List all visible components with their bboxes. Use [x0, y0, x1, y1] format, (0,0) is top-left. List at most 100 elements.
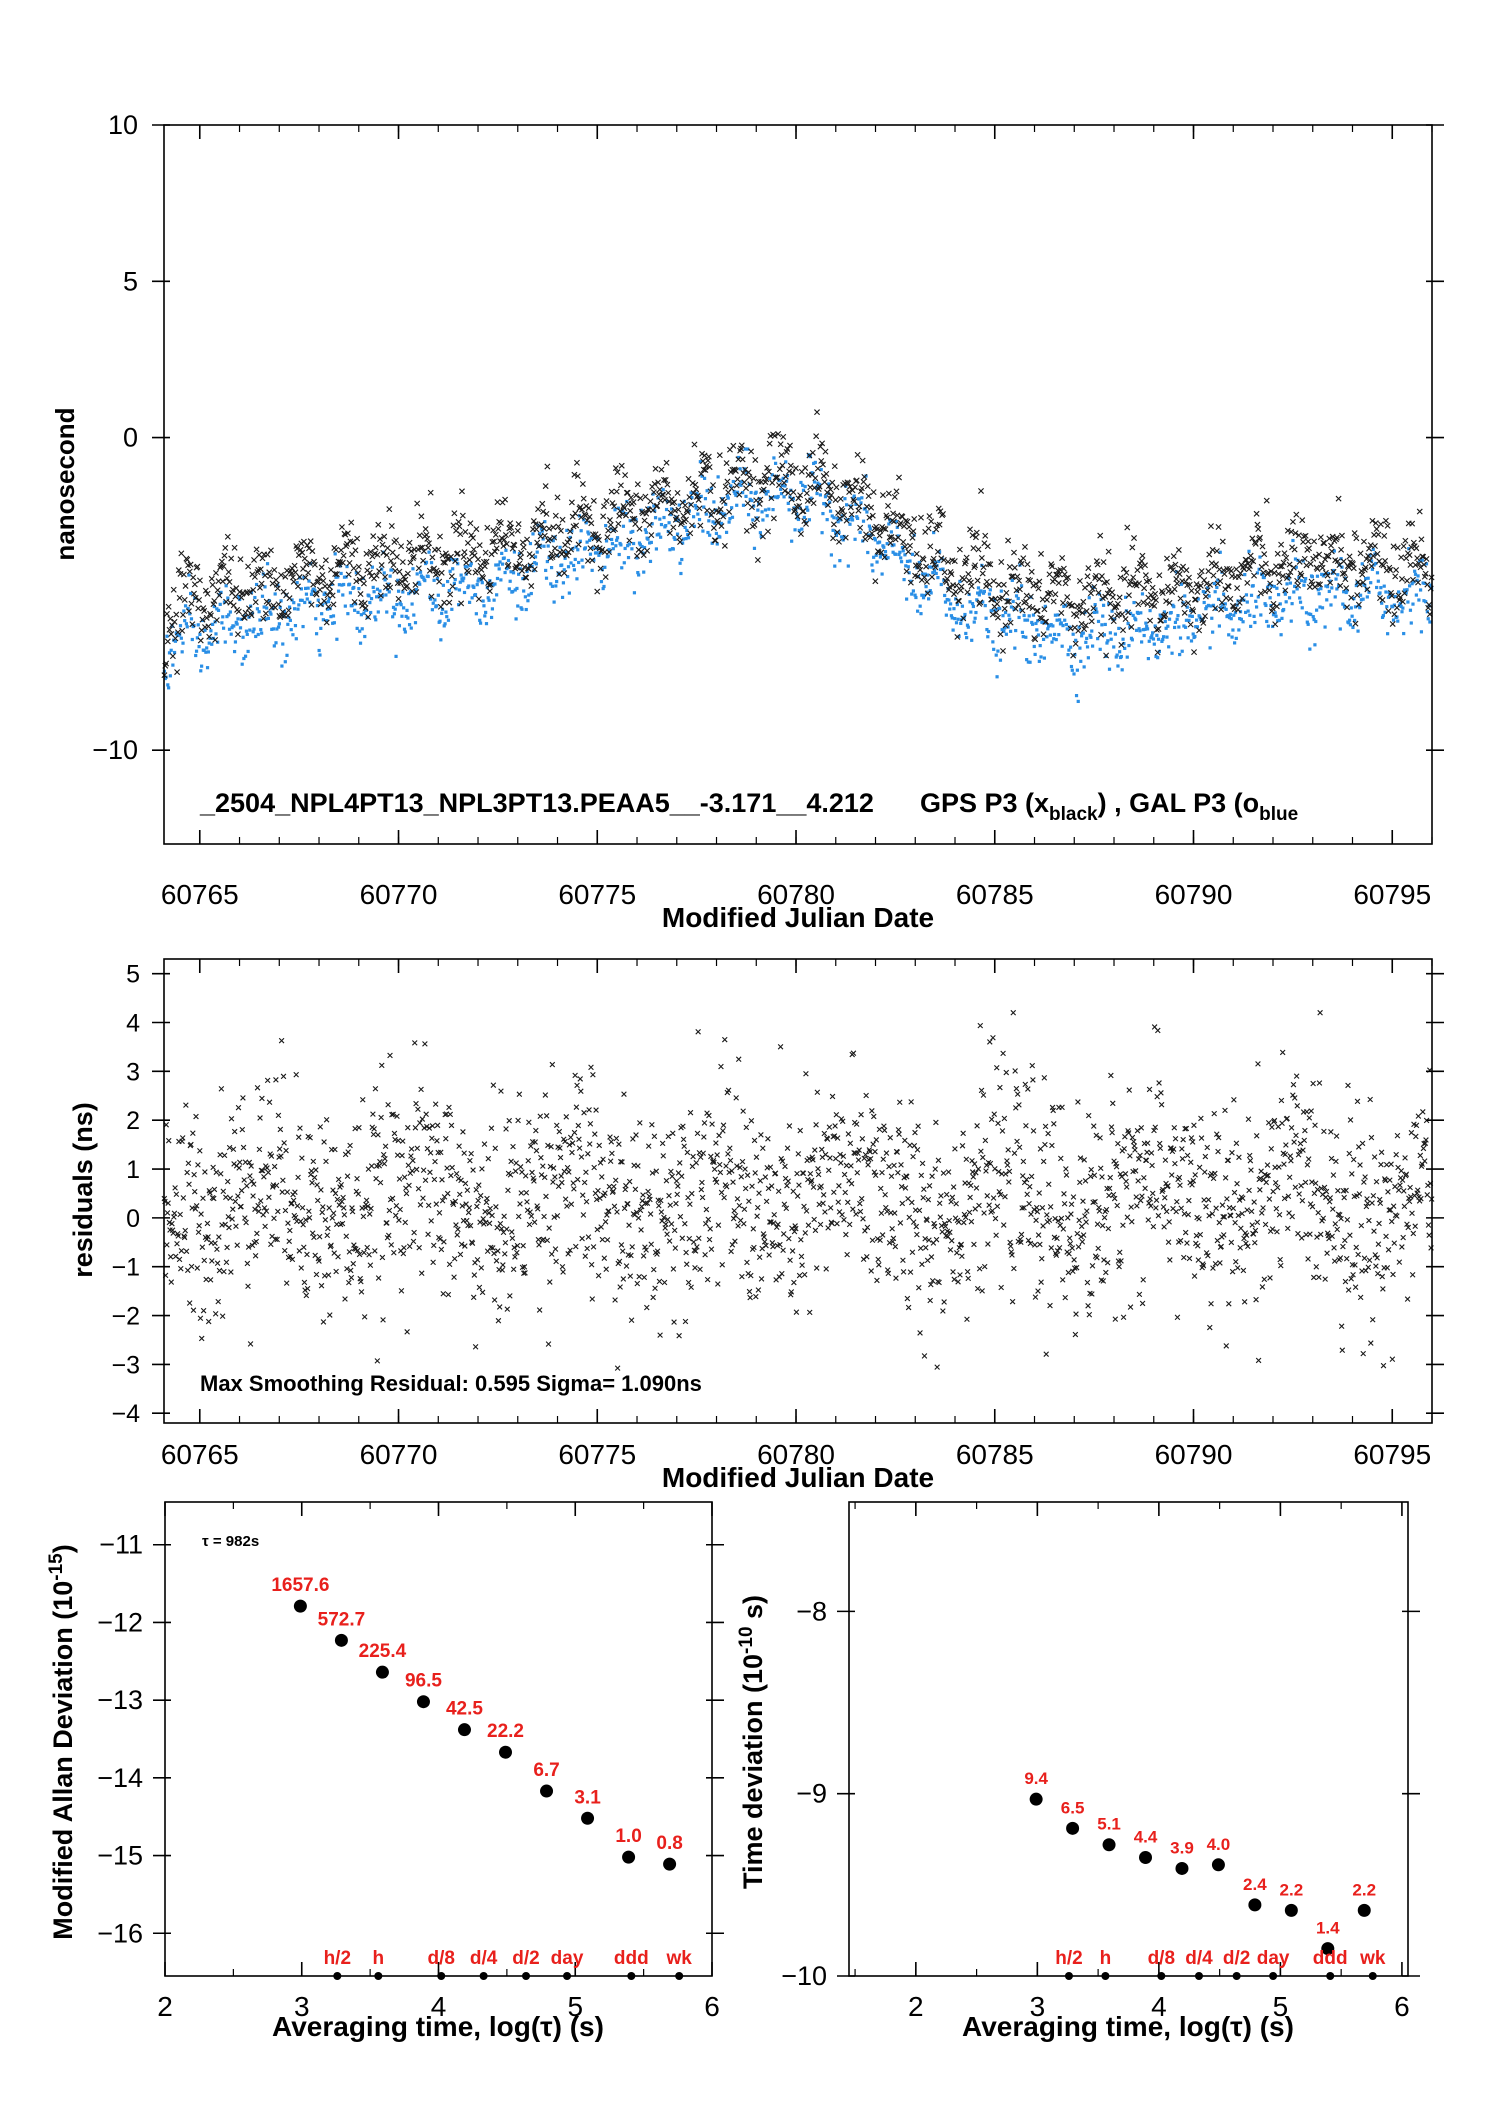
gps-point: [1162, 611, 1169, 618]
residual-point: [173, 1191, 180, 1198]
gal-point: [320, 612, 324, 616]
gal-point: [854, 502, 858, 507]
gal-point: [453, 577, 457, 582]
gps-point: [853, 477, 860, 484]
gal-point: [589, 536, 593, 541]
gps-point: [1330, 568, 1337, 575]
residual-point: [1016, 1144, 1023, 1151]
gps-point: [858, 485, 865, 492]
residual-point: [907, 1142, 913, 1148]
gal-point: [1395, 615, 1399, 619]
residual-point: [951, 1276, 958, 1283]
residual-point: [391, 1130, 398, 1137]
gal-point: [1415, 578, 1419, 582]
gps-point: [1046, 571, 1053, 578]
residual-point: [321, 1139, 327, 1145]
gal-point: [568, 535, 572, 540]
gps-point: [1398, 554, 1405, 561]
gps-point: [1210, 572, 1217, 579]
residual-point: [1149, 1162, 1155, 1169]
gal-point: [750, 498, 754, 503]
residual-point: [367, 1262, 374, 1268]
gal-point: [315, 604, 320, 608]
gal-point: [350, 604, 354, 608]
gal-point: [279, 599, 283, 603]
gps-point: [382, 573, 389, 580]
gps-point: [1402, 537, 1409, 544]
residual-point: [1103, 1269, 1109, 1276]
residual-point: [493, 1204, 499, 1210]
gal-point: [1309, 612, 1313, 617]
residual-point: [527, 1143, 534, 1149]
gal-point: [849, 504, 853, 508]
gps-point: [299, 549, 306, 556]
residual-point: [188, 1141, 194, 1148]
gal-point: [1123, 595, 1128, 599]
gal-point: [169, 648, 173, 652]
residual-point: [1120, 1222, 1126, 1229]
residual-point: [942, 1223, 949, 1230]
gps-point: [956, 546, 963, 553]
gps-point: [481, 563, 488, 570]
gal-point: [607, 547, 611, 552]
gps-point: [1273, 603, 1280, 610]
residual-point: [973, 1185, 980, 1191]
gal-point: [1404, 591, 1408, 595]
residual-point: [295, 1174, 301, 1181]
gal-point: [410, 602, 414, 606]
gps-point: [413, 589, 420, 596]
gps-point: [569, 513, 576, 520]
residual-point: [324, 1232, 331, 1239]
gps-point: [264, 551, 271, 558]
gal-point: [1009, 605, 1014, 609]
residual-point: [557, 1145, 563, 1151]
residual-point: [578, 1088, 584, 1095]
residual-point: [1006, 1179, 1012, 1185]
residual-point: [924, 1217, 930, 1224]
gal-point: [517, 572, 521, 576]
gal-point: [447, 588, 451, 593]
top-ticks: 60765 60770 60775 60780 60785 60790 607951050−…: [92, 110, 1444, 910]
residual-point: [712, 1176, 719, 1183]
residual-point: [765, 1185, 772, 1192]
residual-point: [386, 1207, 393, 1214]
gal-point: [262, 605, 266, 609]
residual-point: [356, 1124, 362, 1131]
gps-point: [206, 633, 213, 640]
gal-point: [467, 600, 472, 604]
gal-point: [929, 591, 933, 595]
gps-point: [780, 433, 787, 440]
gps-point: [1276, 579, 1283, 586]
residual-point: [702, 1251, 708, 1258]
gal-point: [712, 500, 716, 504]
gal-point: [1420, 558, 1424, 562]
residual-point: [657, 1197, 664, 1204]
gal-point: [1003, 610, 1008, 615]
gal-point: [1094, 607, 1098, 611]
gps-point: [648, 532, 655, 539]
gps-point: [611, 526, 618, 533]
residual-point: [1190, 1178, 1197, 1184]
gps-point: [968, 583, 975, 590]
residual-point: [650, 1294, 656, 1301]
gal-point: [1067, 648, 1071, 652]
residual-point: [1236, 1154, 1242, 1161]
gal-point: [1066, 653, 1070, 657]
residual-point: [803, 1208, 810, 1214]
residual-point: [906, 1214, 913, 1221]
gps-point: [404, 582, 411, 589]
gps-point: [1072, 640, 1079, 647]
residual-point: [432, 1101, 439, 1107]
gps-point: [323, 619, 330, 626]
residual-point: [1309, 1179, 1315, 1185]
residual-point: [230, 1206, 236, 1212]
residual-point: [1263, 1179, 1269, 1186]
residual-point: [850, 1050, 857, 1056]
gps-point: [1345, 564, 1352, 571]
residual-point: [658, 1209, 665, 1215]
gal-point: [1144, 621, 1148, 625]
gps-point: [814, 465, 821, 472]
gps-point: [710, 524, 717, 531]
gps-point: [879, 492, 886, 499]
gal-point: [475, 583, 479, 587]
